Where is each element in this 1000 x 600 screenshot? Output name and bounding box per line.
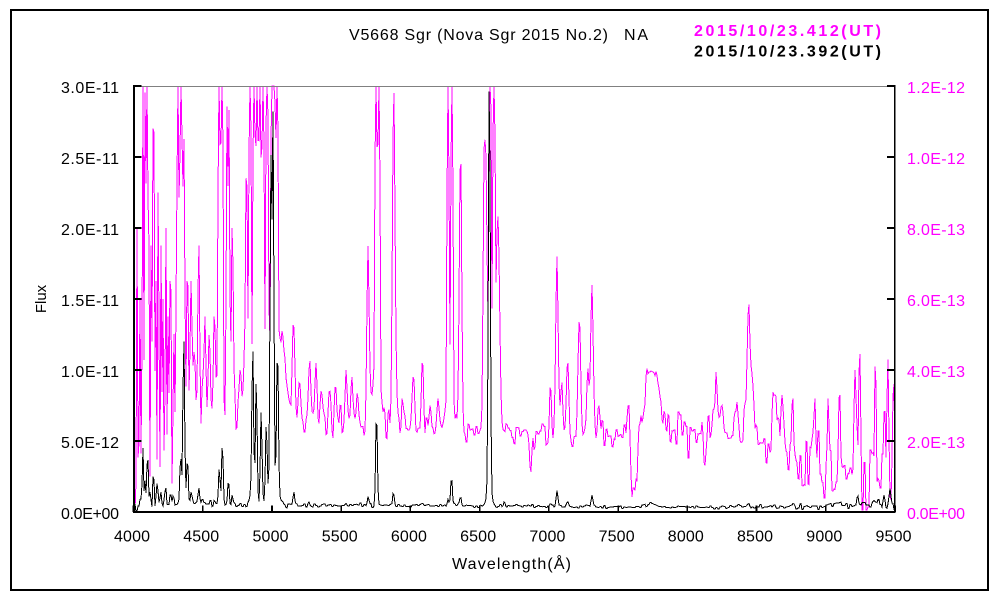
svg-text:5500: 5500	[322, 529, 358, 546]
svg-text:3.0E-11: 3.0E-11	[61, 80, 119, 97]
svg-text:2.0E-11: 2.0E-11	[61, 222, 119, 239]
svg-text:7000: 7000	[529, 529, 565, 546]
svg-text:5.0E-12: 5.0E-12	[61, 435, 119, 452]
svg-text:2.5E-11: 2.5E-11	[61, 151, 119, 168]
svg-text:2015/10/23.412(UT): 2015/10/23.412(UT)	[694, 23, 881, 40]
svg-text:4000: 4000	[114, 529, 150, 546]
svg-text:9500: 9500	[876, 529, 912, 546]
svg-text:1.2E-12: 1.2E-12	[907, 80, 965, 97]
svg-text:4500: 4500	[183, 529, 219, 546]
svg-text:2015/10/23.392(UT): 2015/10/23.392(UT)	[694, 44, 881, 61]
svg-text:7500: 7500	[599, 529, 635, 546]
svg-text:6500: 6500	[460, 529, 496, 546]
svg-text:0.0E+00: 0.0E+00	[61, 506, 119, 523]
svg-text:1.5E-11: 1.5E-11	[61, 293, 119, 310]
svg-text:8500: 8500	[737, 529, 773, 546]
svg-text:6.0E-13: 6.0E-13	[907, 293, 965, 310]
svg-text:Wavelength(Å): Wavelength(Å)	[452, 554, 571, 573]
svg-text:6000: 6000	[391, 529, 427, 546]
svg-text:9000: 9000	[806, 529, 842, 546]
svg-text:NA: NA	[624, 27, 648, 44]
svg-text:1.0E-11: 1.0E-11	[61, 364, 119, 381]
svg-text:4.0E-13: 4.0E-13	[907, 364, 965, 381]
svg-text:8.0E-13: 8.0E-13	[907, 222, 965, 239]
svg-text:0.0E+00: 0.0E+00	[907, 506, 965, 523]
svg-text:2.0E-13: 2.0E-13	[907, 435, 965, 452]
svg-text:V5668 Sgr (Nova Sgr 2015 No.2): V5668 Sgr (Nova Sgr 2015 No.2)	[349, 27, 608, 44]
svg-text:8000: 8000	[668, 529, 704, 546]
svg-text:5000: 5000	[253, 529, 289, 546]
svg-text:Flux: Flux	[33, 284, 50, 313]
svg-text:1.0E-12: 1.0E-12	[907, 151, 965, 168]
